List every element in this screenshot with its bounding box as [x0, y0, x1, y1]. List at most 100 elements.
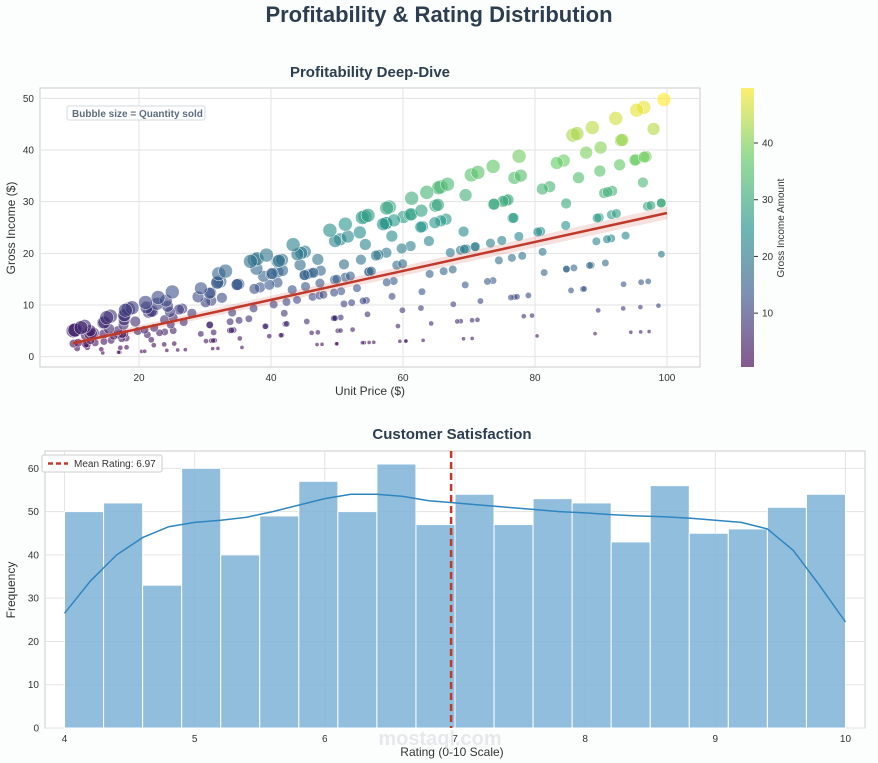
- scatter-point: [428, 320, 435, 327]
- scatter-point: [353, 225, 367, 240]
- scatter-point: [585, 120, 600, 135]
- scatter-point: [318, 290, 328, 300]
- scatter-point: [379, 200, 394, 216]
- colorbar-tick-label: 40: [762, 139, 774, 150]
- scatter-point: [562, 265, 571, 274]
- scatter-point: [657, 250, 666, 259]
- colorbar-tick-label: 10: [762, 309, 774, 320]
- scatter-point: [340, 299, 348, 308]
- scatter-point: [524, 292, 532, 299]
- scatter-point: [621, 231, 631, 241]
- scatter-point: [613, 158, 626, 171]
- scatter-point: [266, 333, 273, 339]
- histogram-bar: [532, 498, 573, 729]
- histogram-bar: [688, 532, 729, 729]
- scatter-point: [540, 268, 549, 277]
- colorbar-label: Gross Income Amount: [776, 178, 787, 277]
- scatter-point: [637, 176, 649, 189]
- histogram-bar: [376, 463, 417, 729]
- scatter-point: [397, 258, 408, 269]
- scatter-point: [431, 198, 445, 212]
- x-tick-label: 7: [452, 734, 458, 745]
- scatter-point: [572, 171, 585, 184]
- scatter-point: [483, 277, 492, 286]
- histogram-ylabel: Frequency: [4, 562, 18, 619]
- scatter-point: [474, 316, 481, 323]
- scatter-point: [319, 342, 325, 347]
- scatter-title: Profitability Deep-Dive: [290, 64, 450, 81]
- scatter-point: [448, 264, 458, 274]
- x-tick-label: 20: [133, 373, 145, 384]
- scatter-point: [656, 197, 667, 209]
- scatter-point: [569, 126, 585, 141]
- scatter-point: [507, 294, 515, 301]
- scatter-point: [454, 318, 461, 325]
- scatter-point: [419, 185, 435, 200]
- scatter-point: [331, 314, 339, 322]
- scatter-point: [567, 287, 575, 294]
- x-tick-label: 80: [529, 373, 541, 384]
- scatter-plot-area: [39, 87, 701, 368]
- x-tick-label: 5: [192, 734, 198, 745]
- scatter-point: [397, 338, 403, 344]
- histogram-title: Customer Satisfaction: [372, 426, 531, 443]
- scatter-point: [532, 226, 543, 238]
- scatter-point: [218, 263, 233, 279]
- scatter-point: [656, 92, 672, 107]
- scatter-point: [150, 342, 157, 349]
- scatter-point: [403, 338, 409, 344]
- scatter-point: [591, 236, 601, 246]
- scatter-point: [534, 333, 540, 339]
- scatter-point: [593, 140, 608, 155]
- x-tick-label: 60: [397, 373, 409, 384]
- histogram-bar: [220, 554, 261, 729]
- scatter-point: [417, 304, 425, 312]
- scatter-point: [638, 150, 651, 164]
- regression-line-path: [72, 211, 668, 345]
- histogram-ticks: 4 5 6 7 8 9 10 0 10 20 30 40 50 60: [28, 464, 852, 745]
- scatter-point: [458, 188, 473, 202]
- scatter-point: [345, 270, 356, 282]
- histogram-bar: [103, 502, 144, 729]
- scatter-point: [259, 247, 274, 263]
- y-tick-label: 20: [23, 249, 35, 260]
- scatter-point: [165, 284, 180, 300]
- scatter-point: [398, 306, 406, 314]
- y-tick-label: 10: [23, 301, 35, 312]
- scatter-point: [366, 340, 372, 345]
- scatter-point: [494, 255, 504, 265]
- scatter-point: [303, 318, 311, 325]
- histogram-bar: [571, 502, 612, 729]
- scatter-point: [459, 244, 470, 255]
- y-tick-label: 20: [28, 637, 40, 648]
- scatter-point: [311, 253, 324, 266]
- scatter-point: [449, 300, 457, 308]
- scatter-point: [334, 341, 340, 347]
- watermark: mostaql.com: [378, 728, 501, 750]
- scatter-point: [352, 283, 362, 293]
- colorbar-gradient: [741, 88, 754, 367]
- scatter-point: [579, 145, 593, 160]
- scatter-point: [655, 302, 662, 309]
- scatter-point: [580, 285, 588, 293]
- scatter-point: [507, 212, 520, 224]
- scatter-point: [147, 336, 155, 344]
- scatter-point: [73, 320, 89, 335]
- scatter-point: [248, 283, 261, 295]
- scatter-point: [360, 340, 365, 346]
- scatter-point: [194, 281, 208, 296]
- scatter-point: [150, 290, 166, 305]
- x-tick-label: 10: [840, 734, 852, 745]
- scatter-point: [469, 336, 475, 341]
- colorbar: 10 20 30 40 Gross Income Amount: [741, 88, 787, 367]
- scatter-point: [569, 263, 578, 272]
- scatter-xlabel: Unit Price ($): [335, 384, 405, 398]
- scatter-point: [520, 313, 527, 320]
- scatter-point: [470, 241, 481, 252]
- scatter-point: [142, 348, 148, 354]
- scatter-point: [638, 329, 643, 335]
- scatter-point: [197, 330, 205, 338]
- scatter-point: [382, 277, 392, 287]
- scatter-point: [461, 280, 470, 289]
- histogram-bar: [298, 480, 339, 729]
